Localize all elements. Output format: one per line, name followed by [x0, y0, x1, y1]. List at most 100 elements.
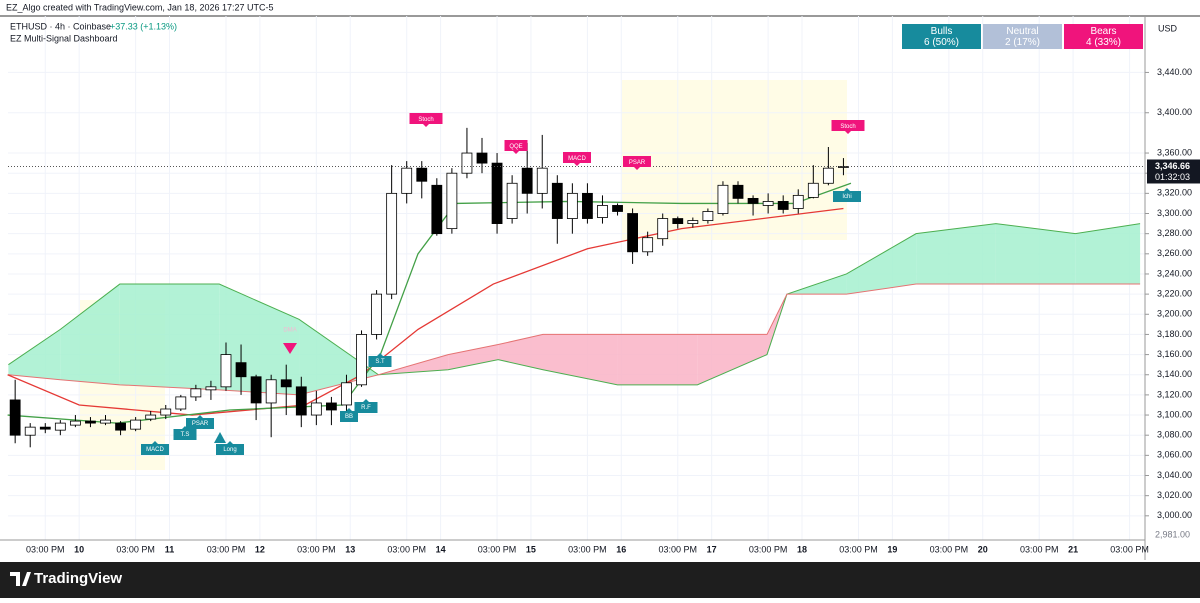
candle-body: [54, 422, 66, 431]
candle-body: [190, 388, 202, 398]
cloud-segment: [916, 223, 996, 285]
signal-tag: [141, 441, 169, 455]
candle-body: [416, 167, 428, 182]
candle-body: [551, 182, 563, 219]
cloud-segment: [617, 334, 698, 385]
footer: TradingView: [34, 570, 122, 587]
candle-body: [627, 213, 638, 253]
candle-body: [687, 220, 699, 224]
cloud: [8, 223, 1141, 396]
candle-body: [672, 218, 684, 224]
signal-tag: [216, 441, 244, 455]
y-tick-label: 3,400.00: [1157, 107, 1192, 117]
dashboard-cell: Neutral 2 (17%): [983, 24, 1062, 49]
candle-body: [386, 192, 398, 295]
candle-body: [310, 402, 322, 416]
signal-label: S.T: [375, 359, 385, 365]
dashboard-cell: Bulls 6 (50%): [902, 24, 981, 49]
candle-body: [777, 201, 789, 210]
dashboard-cell: Bears 4 (33%): [1064, 24, 1143, 49]
countdown: 01:32:03: [1155, 172, 1190, 182]
candle-body: [536, 167, 548, 194]
signal-tag: [831, 120, 865, 134]
dashboard: Bulls 6 (50%) Neutral 2 (17%) Bears 4 (33%): [902, 24, 1143, 49]
signal-label: Stoch: [840, 124, 855, 130]
signal-label: QQE: [509, 144, 522, 150]
signal-label: MACD: [146, 447, 164, 453]
dashboard-value: 6 (50%): [923, 37, 959, 48]
candle-body: [762, 201, 774, 206]
highlight: [622, 80, 847, 240]
x-tick-label: 21: [1068, 544, 1078, 554]
x-tick-label: 11: [165, 544, 175, 554]
dashboard-title: Bears: [1090, 26, 1117, 37]
x-tick-label: 03:00 PM: [930, 544, 969, 554]
candle-body: [160, 408, 172, 416]
candle-body: [476, 152, 488, 164]
signal-label: R.F: [361, 405, 371, 411]
y-tick-label: 3,440.00: [1157, 67, 1192, 77]
cloud-segment: [697, 334, 768, 385]
signal-tag: [504, 140, 528, 154]
dashboard-title: Neutral: [1006, 26, 1039, 37]
y-tick-label: 3,080.00: [1157, 430, 1192, 440]
candle-body: [115, 422, 126, 431]
candle-body: [326, 402, 337, 411]
x-tick-label: 03:00 PM: [1020, 544, 1059, 554]
y-tick-label: 3,200.00: [1157, 309, 1192, 319]
y-tick-label: 3,040.00: [1157, 470, 1192, 480]
y-tick-label: 3,020.00: [1157, 490, 1192, 500]
x-tick-label: 15: [526, 544, 536, 554]
candle-body: [446, 172, 458, 230]
y-tick-label: 3,280.00: [1157, 228, 1192, 238]
y-tick-label: 3,060.00: [1157, 450, 1192, 460]
dashboard-value: 4 (33%): [1085, 37, 1121, 48]
candle-body: [792, 194, 804, 209]
candle-body: [807, 182, 819, 198]
candle-body: [747, 197, 759, 204]
y-tick-label: 3,300.00: [1157, 208, 1192, 218]
x-tick-label: 03:00 PM: [387, 544, 426, 554]
cloud-segment: [542, 334, 618, 385]
y-tick-label: 3,000.00: [1157, 510, 1192, 520]
cloud-segment: [448, 344, 499, 370]
signal-label: PSAR: [629, 160, 646, 166]
signal-label: BB: [345, 414, 353, 420]
candle-body: [250, 376, 262, 404]
x-tick-label: 03:00 PM: [478, 544, 517, 554]
x-tick-label: 03:00 PM: [839, 544, 878, 554]
x-tick-label: 17: [707, 544, 717, 554]
y-tick-label: 3,180.00: [1157, 329, 1192, 339]
candle-body: [506, 182, 518, 219]
signal-tag: [368, 353, 392, 367]
x-tick-label: 03:00 PM: [659, 544, 698, 554]
candle-body: [461, 152, 473, 174]
signal-label: MACD: [568, 156, 586, 162]
signal-tag: [563, 152, 591, 166]
signal-arrow: [283, 343, 297, 354]
candle-body: [597, 205, 608, 218]
last-price-box: [1147, 159, 1200, 184]
dashboard-value: 2 (17%): [1004, 37, 1040, 48]
signal-tag: [340, 408, 358, 422]
x-tick-label: 03:00 PM: [116, 544, 155, 554]
header: EZ_Algo created with TradingView.com, Ja…: [6, 2, 273, 12]
candle-body: [702, 211, 714, 221]
y-tick-label: 3,240.00: [1157, 268, 1192, 278]
x-tick-label: 20: [978, 544, 988, 554]
x-tick-label: 19: [887, 544, 897, 554]
x-tick-label: 03:00 PM: [207, 544, 246, 554]
plot: [7, 127, 852, 448]
x-tick-label: 16: [616, 544, 626, 554]
candle-body: [717, 184, 729, 214]
candle-body: [566, 192, 578, 219]
last-price-label: 3,346.66: [1155, 161, 1190, 171]
cloud-segment: [60, 284, 120, 385]
signal-label: DMA: [283, 328, 296, 334]
signal-label: Stoch: [418, 117, 433, 123]
x-tick-label: 13: [345, 544, 355, 554]
candle-body: [24, 426, 36, 436]
signal-label: T.S: [181, 432, 190, 438]
